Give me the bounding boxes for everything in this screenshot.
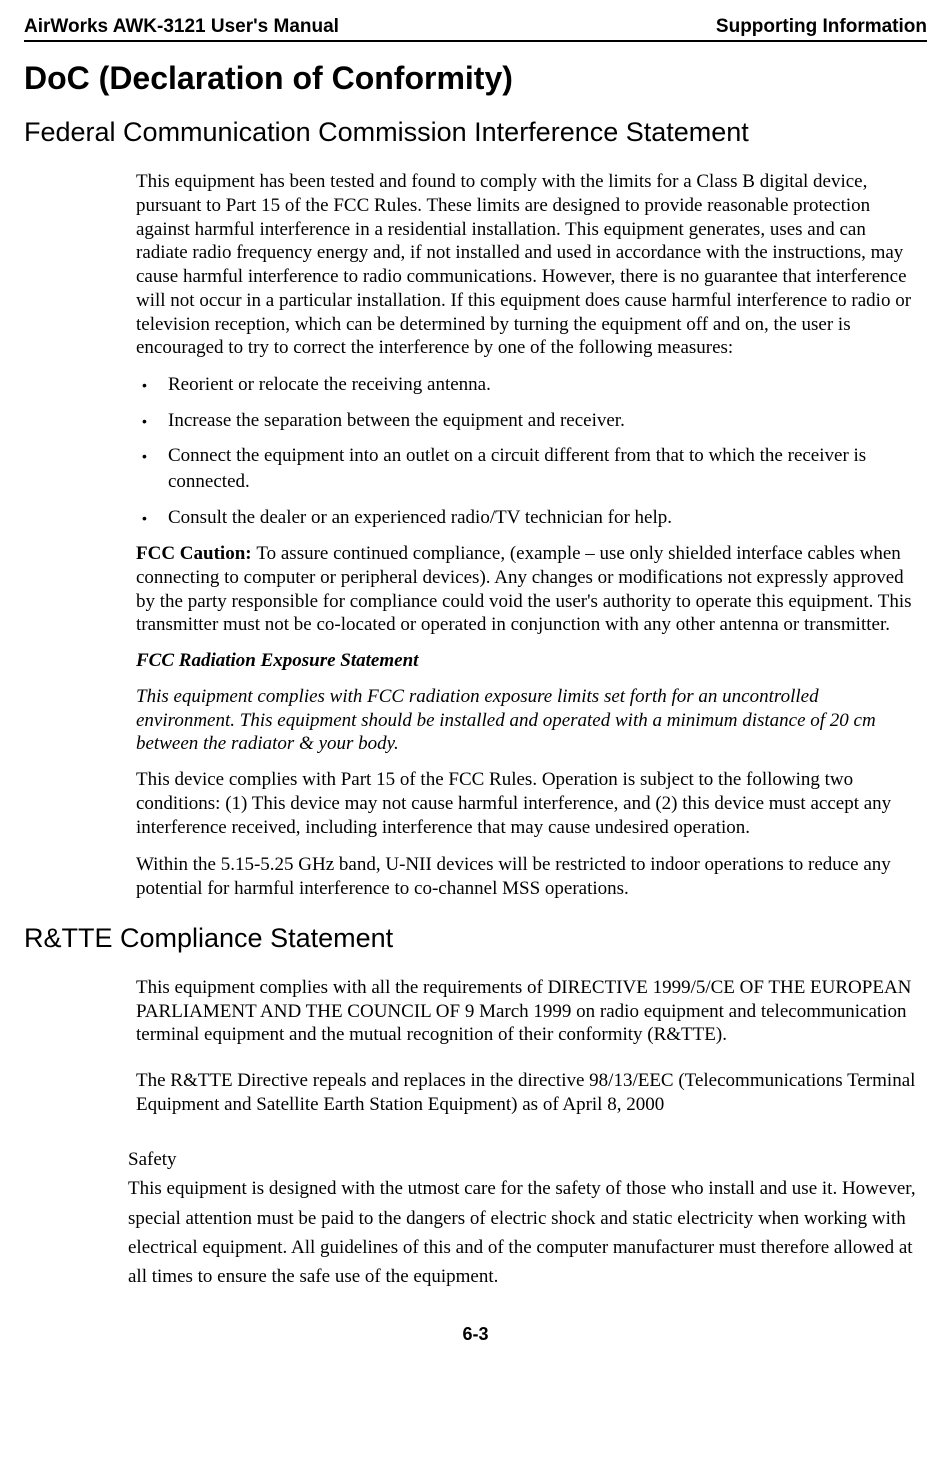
fcc-content: This equipment has been tested and found… (136, 170, 919, 901)
fcc-radiation-text: This equipment complies with FCC radiati… (136, 685, 919, 756)
header-left: AirWorks AWK-3121 User's Manual (24, 16, 339, 38)
page-number: 6-3 (24, 1324, 927, 1345)
safety-heading: Safety (128, 1145, 919, 1174)
page-title: DoC (Declaration of Conformity) (24, 60, 927, 97)
fcc-unii: Within the 5.15-5.25 GHz band, U-NII dev… (136, 853, 919, 901)
fcc-radiation-heading: FCC Radiation Exposure Statement (136, 649, 919, 673)
fcc-caution: FCC Caution: To assure continued complia… (136, 542, 919, 637)
fcc-part15: This device complies with Part 15 of the… (136, 768, 919, 839)
rtte-content: This equipment complies with all the req… (136, 976, 919, 1117)
fcc-caution-label: FCC Caution: (136, 543, 256, 564)
page-header: AirWorks AWK-3121 User's Manual Supporti… (24, 16, 927, 42)
list-item: Reorient or relocate the receiving anten… (136, 372, 919, 398)
list-item: Consult the dealer or an experienced rad… (136, 505, 919, 531)
rtte-heading: R&TTE Compliance Statement (24, 923, 927, 954)
list-item: Increase the separation between the equi… (136, 408, 919, 434)
safety-text: This equipment is designed with the utmo… (128, 1174, 919, 1292)
fcc-heading: Federal Communication Commission Interfe… (24, 117, 927, 148)
list-item: Connect the equipment into an outlet on … (136, 443, 919, 494)
header-right: Supporting Information (716, 16, 927, 38)
fcc-bullet-list: Reorient or relocate the receiving anten… (136, 372, 919, 530)
fcc-intro: This equipment has been tested and found… (136, 170, 919, 360)
rtte-p2: The R&TTE Directive repeals and replaces… (136, 1069, 919, 1117)
safety-block: Safety This equipment is designed with t… (128, 1145, 919, 1292)
rtte-p1: This equipment complies with all the req… (136, 976, 919, 1047)
